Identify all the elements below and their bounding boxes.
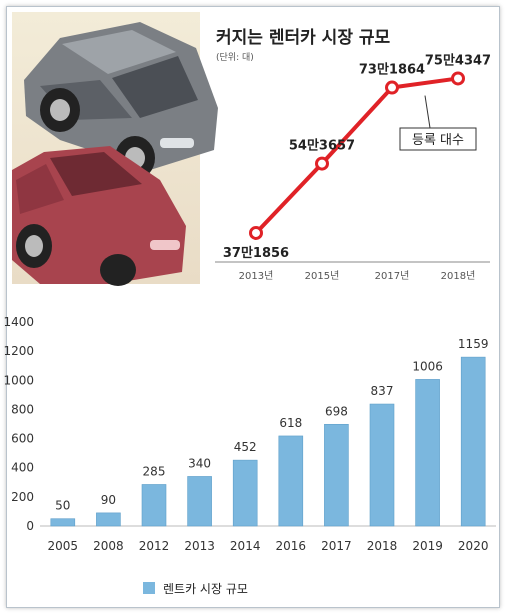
bar-value-label: 340: [188, 456, 211, 470]
x-tick-label: 2017: [321, 539, 352, 553]
x-tick-label: 2013: [184, 539, 215, 553]
bar-value-label: 452: [234, 440, 257, 454]
x-tick-label: 2008: [93, 539, 124, 553]
y-tick-label: 0: [26, 519, 34, 533]
y-tick-label: 1200: [3, 344, 34, 358]
bar: [187, 476, 212, 527]
line-point: [385, 80, 399, 95]
x-tick-label: 2012: [139, 539, 170, 553]
car-illustration: [12, 12, 218, 286]
bar: [96, 512, 121, 527]
bar-value-label: 837: [371, 384, 394, 398]
red-car-icon: [12, 146, 186, 286]
bar-chart-plot: 0 200 400 600 800 1000 1200 1400 50 2005 90 2008 285…: [3, 315, 496, 553]
line-point: [315, 156, 329, 171]
bar: [324, 423, 349, 527]
bar-value-label: 90: [101, 493, 116, 507]
point-label: 54만3657: [289, 138, 355, 154]
bar: [278, 435, 304, 527]
line-chart-plot: 37만1856 2013년 54만3657 2015년 73만1864 2017년 75만4…: [223, 52, 491, 282]
x-tick-label: 2016: [276, 539, 307, 553]
top-infographic: 커지는 렌터카 시장 규모 (단위: 대) 37만1856 2013년 54만365…: [12, 12, 491, 286]
bar: [415, 379, 440, 527]
y-tick-label: 400: [11, 461, 34, 475]
bar: [50, 518, 76, 527]
bar: [141, 484, 167, 527]
bar-legend: 렌트카 시장 규모: [143, 582, 248, 596]
line-point: [451, 71, 465, 86]
bar-value-label: 285: [143, 464, 166, 478]
series-callout-box: [399, 127, 477, 151]
series-line-registrations: [254, 76, 459, 235]
x-tick-label: 2014: [230, 539, 261, 553]
bar-value-label: 618: [279, 416, 302, 430]
bar: [460, 356, 486, 527]
legend-swatch: [143, 582, 155, 594]
line-point: [249, 225, 263, 240]
line-chart-unit: (단위: 대): [216, 52, 254, 63]
y-tick-label: 1000: [3, 373, 34, 387]
bar-value-label: 1006: [412, 359, 443, 373]
bar-value-label: 50: [55, 499, 70, 513]
series-callout-leader: [424, 95, 431, 129]
point-label: 73만1864: [359, 62, 425, 78]
bar-value-label: 698: [325, 404, 348, 418]
x-tick-label: 2005: [48, 539, 79, 553]
y-tick-label: 200: [11, 490, 34, 504]
bar-value-label: 1159: [458, 337, 489, 351]
x-tick-label: 2018년: [441, 270, 476, 282]
y-tick-label: 800: [11, 402, 34, 416]
x-tick-label: 2017년: [375, 270, 410, 282]
y-tick-label: 1400: [3, 315, 34, 329]
x-tick-label: 2013년: [239, 270, 274, 282]
y-tick-label: 600: [11, 432, 34, 446]
x-tick-label: 2015년: [305, 270, 340, 282]
point-label: 75만4347: [425, 52, 491, 68]
bar-chart: 0 200 400 600 800 1000 1200 1400 50 2005 90 2008 285…: [3, 315, 496, 596]
bar: [232, 459, 258, 527]
series-callout-label: 등록 대수: [412, 133, 464, 148]
point-label: 37만1856: [223, 245, 289, 261]
x-tick-label: 2018: [367, 539, 398, 553]
x-tick-label: 2020: [458, 539, 489, 553]
legend-label: 렌트카 시장 규모: [163, 582, 248, 596]
bar: [369, 403, 395, 527]
line-chart-title: 커지는 렌터카 시장 규모: [216, 28, 391, 48]
x-tick-label: 2019: [412, 539, 443, 553]
